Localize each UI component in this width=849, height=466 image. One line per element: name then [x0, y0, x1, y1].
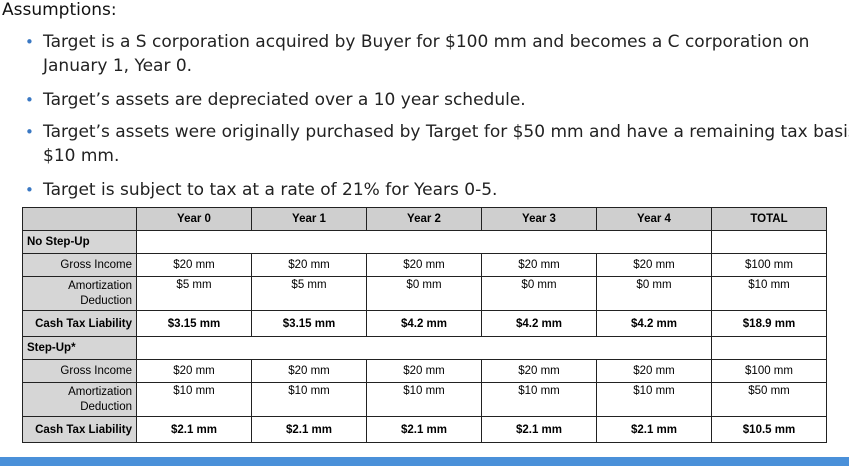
table-cell: $2.1 mm: [251, 416, 367, 443]
assumption-item: • Target is a S corporation acquired by …: [22, 30, 849, 78]
table-cell: $4.2 mm: [481, 310, 597, 337]
assumption-text-cont: January 1, Year 0.: [43, 56, 193, 76]
table-cell: $4.2 mm: [596, 310, 712, 337]
assumption-text: Target’s assets are depreciated over a 1…: [43, 90, 526, 110]
row-label: Gross Income: [22, 253, 137, 277]
table-cell: $0 mm: [481, 276, 597, 311]
bullet-icon: •: [25, 181, 34, 199]
section-spacer: [136, 230, 712, 254]
table-cell-total: $50 mm: [711, 382, 827, 417]
table-row: Gross Income $20 mm $20 mm $20 mm $20 mm…: [22, 253, 827, 277]
table-cell: $20 mm: [366, 253, 482, 277]
table-cell-total: $100 mm: [711, 359, 827, 383]
table-cell: $0 mm: [596, 276, 712, 311]
section-spacer: [136, 336, 712, 360]
table-row: Cash Tax Liability $2.1 mm $2.1 mm $2.1 …: [22, 416, 827, 443]
table-cell: $3.15 mm: [251, 310, 367, 337]
table-cell: $10 mm: [136, 382, 252, 417]
header-year-2: Year 2: [366, 207, 482, 231]
table-cell: $20 mm: [251, 359, 367, 383]
assumption-item: • Target’s assets were originally purcha…: [22, 120, 849, 168]
table-row: Cash Tax Liability $3.15 mm $3.15 mm $4.…: [22, 310, 827, 337]
row-label: Cash Tax Liability: [22, 310, 137, 337]
table-cell: $2.1 mm: [596, 416, 712, 443]
table-cell-total: $18.9 mm: [711, 310, 827, 337]
table-cell-total: $10.5 mm: [711, 416, 827, 443]
assumption-text: Target is a S corporation acquired by Bu…: [43, 32, 810, 52]
table-cell: $20 mm: [136, 253, 252, 277]
header-cell-empty: [22, 207, 137, 231]
section-title: Step-Up*: [22, 336, 137, 360]
table-cell: $20 mm: [596, 253, 712, 277]
table-cell-total: $10 mm: [711, 276, 827, 311]
row-label: Amortization Deduction: [22, 382, 137, 417]
bullet-icon: •: [25, 91, 34, 109]
table-cell: $20 mm: [481, 253, 597, 277]
section-title: No Step-Up: [22, 230, 137, 254]
table-cell: $10 mm: [251, 382, 367, 417]
table-row: Amortization Deduction $5 mm $5 mm $0 mm …: [22, 276, 827, 311]
bullet-icon: •: [25, 123, 34, 141]
assumption-item: • Target is subject to tax at a rate of …: [22, 178, 849, 202]
table-cell: $10 mm: [481, 382, 597, 417]
table-cell: $3.15 mm: [136, 310, 252, 337]
table-cell: $20 mm: [136, 359, 252, 383]
row-label-line2: Deduction: [80, 295, 132, 307]
tax-comparison-table: Year 0 Year 1 Year 2 Year 3 Year 4 TOTAL…: [22, 207, 827, 443]
row-label: Cash Tax Liability: [22, 416, 137, 443]
table-cell: $2.1 mm: [136, 416, 252, 443]
bullet-icon: •: [25, 33, 34, 51]
row-label-line1: Amortization: [68, 280, 132, 292]
table-cell: $5 mm: [136, 276, 252, 311]
table-cell: $10 mm: [366, 382, 482, 417]
table-cell: $2.1 mm: [366, 416, 482, 443]
header-year-3: Year 3: [481, 207, 597, 231]
header-year-4: Year 4: [596, 207, 712, 231]
section-row-no-step-up: No Step-Up: [22, 230, 827, 254]
assumptions-heading: Assumptions:: [2, 0, 117, 20]
table-cell: $20 mm: [251, 253, 367, 277]
table-row: Gross Income $20 mm $20 mm $20 mm $20 mm…: [22, 359, 827, 383]
row-label-line2: Deduction: [80, 401, 132, 413]
section-spacer-total: [711, 336, 827, 360]
table-cell: $20 mm: [481, 359, 597, 383]
section-spacer-total: [711, 230, 827, 254]
header-year-0: Year 0: [136, 207, 252, 231]
table-cell: $2.1 mm: [481, 416, 597, 443]
assumption-text-cont: $10 mm.: [43, 146, 120, 166]
assumption-item: • Target’s assets are depreciated over a…: [22, 88, 849, 112]
assumptions-list: • Target is a S corporation acquired by …: [22, 30, 849, 202]
row-label: Amortization Deduction: [22, 276, 137, 311]
table-row: Amortization Deduction $10 mm $10 mm $10 …: [22, 382, 827, 417]
section-row-step-up: Step-Up*: [22, 336, 827, 360]
row-label-line1: Amortization: [68, 386, 132, 398]
header-year-1: Year 1: [251, 207, 367, 231]
table-header-row: Year 0 Year 1 Year 2 Year 3 Year 4 TOTAL: [22, 207, 827, 231]
table-cell: $20 mm: [596, 359, 712, 383]
header-total: TOTAL: [711, 207, 827, 231]
table-cell-total: $100 mm: [711, 253, 827, 277]
assumption-text: Target is subject to tax at a rate of 21…: [43, 180, 498, 200]
table-cell: $4.2 mm: [366, 310, 482, 337]
table-cell: $20 mm: [366, 359, 482, 383]
assumption-text: Target’s assets were originally purchase…: [43, 122, 849, 142]
table-cell: $0 mm: [366, 276, 482, 311]
row-label: Gross Income: [22, 359, 137, 383]
table-cell: $5 mm: [251, 276, 367, 311]
slide-footer-bar: [0, 457, 849, 466]
table-cell: $10 mm: [596, 382, 712, 417]
